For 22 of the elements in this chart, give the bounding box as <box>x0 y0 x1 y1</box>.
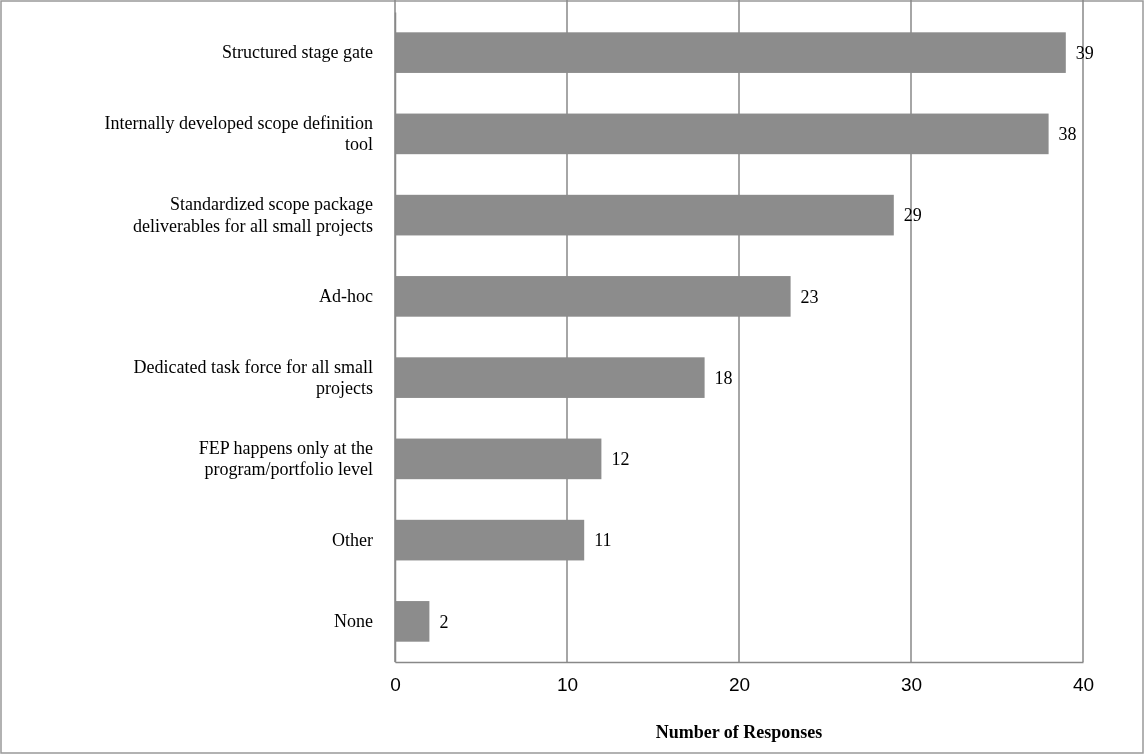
data-label: 23 <box>800 286 819 307</box>
x-tick-label: 10 <box>556 674 579 696</box>
y-tick-label: Standardized scope package deliverables for all small projects <box>133 194 374 236</box>
data-label: 2 <box>439 611 449 632</box>
data-label: 29 <box>903 205 922 226</box>
y-tick-label: FEP happens only at the program/portfolio level <box>198 437 373 480</box>
y-tick-label: None <box>334 611 373 632</box>
x-axis-title: Number of Responses <box>655 722 823 742</box>
data-label: 18 <box>714 367 733 388</box>
y-tick-label: Internally developed scope definition tool <box>104 112 373 155</box>
y-tick-label: Other <box>332 529 373 550</box>
data-label: 39 <box>1075 42 1094 63</box>
y-tick-label: Structured stage gate <box>222 42 373 63</box>
data-label: 38 <box>1058 124 1077 145</box>
x-tick-label: 0 <box>390 674 401 696</box>
x-tick-label: 20 <box>728 674 751 696</box>
x-tick-label: 40 <box>1072 674 1095 696</box>
x-tick-label: 30 <box>900 674 923 696</box>
data-label: 11 <box>594 530 612 551</box>
y-tick-label: Dedicated task force for all small projects <box>133 356 373 399</box>
data-label: 12 <box>611 449 630 470</box>
y-tick-label: Ad-hoc <box>319 286 374 307</box>
